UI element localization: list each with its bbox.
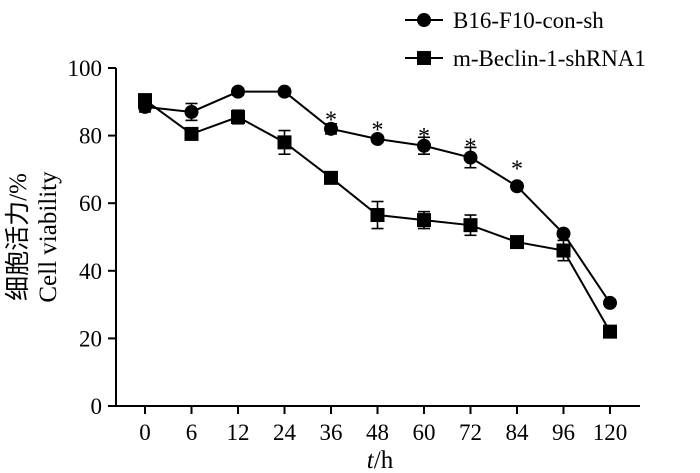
data-point <box>277 84 292 99</box>
data-point <box>556 243 571 258</box>
x-tick-label: 6 <box>186 420 198 445</box>
data-point <box>603 295 617 310</box>
data-point <box>510 235 524 250</box>
data-point <box>417 213 431 228</box>
x-tick-label: 48 <box>366 420 389 445</box>
significance-star: * <box>418 124 430 150</box>
y-axis-title-cn: 细胞活力/% <box>4 173 32 301</box>
y-tick-label: 40 <box>79 259 102 284</box>
data-point <box>324 121 338 136</box>
x-tick-label: 0 <box>139 420 151 445</box>
significance-annotations: * * * * * <box>325 107 523 182</box>
data-point <box>231 110 245 125</box>
x-tick-label: 96 <box>552 420 575 445</box>
x-tick-label: 24 <box>273 420 297 445</box>
data-point <box>370 208 385 223</box>
data-point <box>277 135 292 150</box>
y-axis-title: 细胞活力/% Cell viability <box>4 171 62 303</box>
legend-label: m-Beclin-1-shRNA1 <box>453 46 646 71</box>
legend-label: B16-F10-con-sh <box>453 8 604 33</box>
data-point <box>417 138 431 153</box>
x-axis-title: t/h <box>367 447 394 473</box>
significance-star: * <box>325 107 337 133</box>
legend-marker <box>417 13 431 27</box>
y-tick-label: 20 <box>79 326 102 351</box>
data-point <box>370 131 385 146</box>
y-tick-label: 80 <box>79 124 102 149</box>
data-point <box>184 104 199 119</box>
x-axis-title-italic: t <box>367 447 375 473</box>
series-layer <box>138 84 617 339</box>
data-point <box>324 170 338 185</box>
x-tick-label: 12 <box>227 420 250 445</box>
legend-marker <box>417 51 431 65</box>
significance-star: * <box>511 156 523 182</box>
y-ticks: 0 20 40 60 80 100 <box>68 56 116 419</box>
legend: B16-F10-con-sh m-Beclin-1-shRNA1 <box>405 8 646 71</box>
x-tick-label: 36 <box>320 420 343 445</box>
y-tick-label: 0 <box>91 394 103 419</box>
x-tick-label: 84 <box>506 420 530 445</box>
data-point <box>231 84 245 99</box>
legend-entry: m-Beclin-1-shRNA1 <box>405 46 646 71</box>
significance-star: * <box>372 117 384 143</box>
data-point <box>510 179 524 194</box>
x-tick-label: 72 <box>459 420 482 445</box>
data-point <box>463 150 478 165</box>
x-axis-title-unit: /h <box>374 447 394 473</box>
data-point <box>556 226 571 241</box>
y-tick-label: 60 <box>79 191 102 216</box>
y-tick-label: 100 <box>68 56 103 81</box>
data-point <box>603 324 617 339</box>
significance-star: * <box>465 134 477 160</box>
data-point <box>184 126 199 141</box>
x-tick-label: 120 <box>593 420 628 445</box>
series-con-sh <box>138 84 617 310</box>
data-point <box>463 218 478 233</box>
legend-entry: B16-F10-con-sh <box>405 8 604 33</box>
x-ticks: 0 6 12 24 36 48 60 72 84 96 120 <box>139 406 627 445</box>
data-point <box>138 93 152 108</box>
series-beclin-shrna <box>138 93 617 339</box>
x-tick-label: 60 <box>413 420 436 445</box>
y-axis-title-en: Cell viability <box>35 171 62 303</box>
